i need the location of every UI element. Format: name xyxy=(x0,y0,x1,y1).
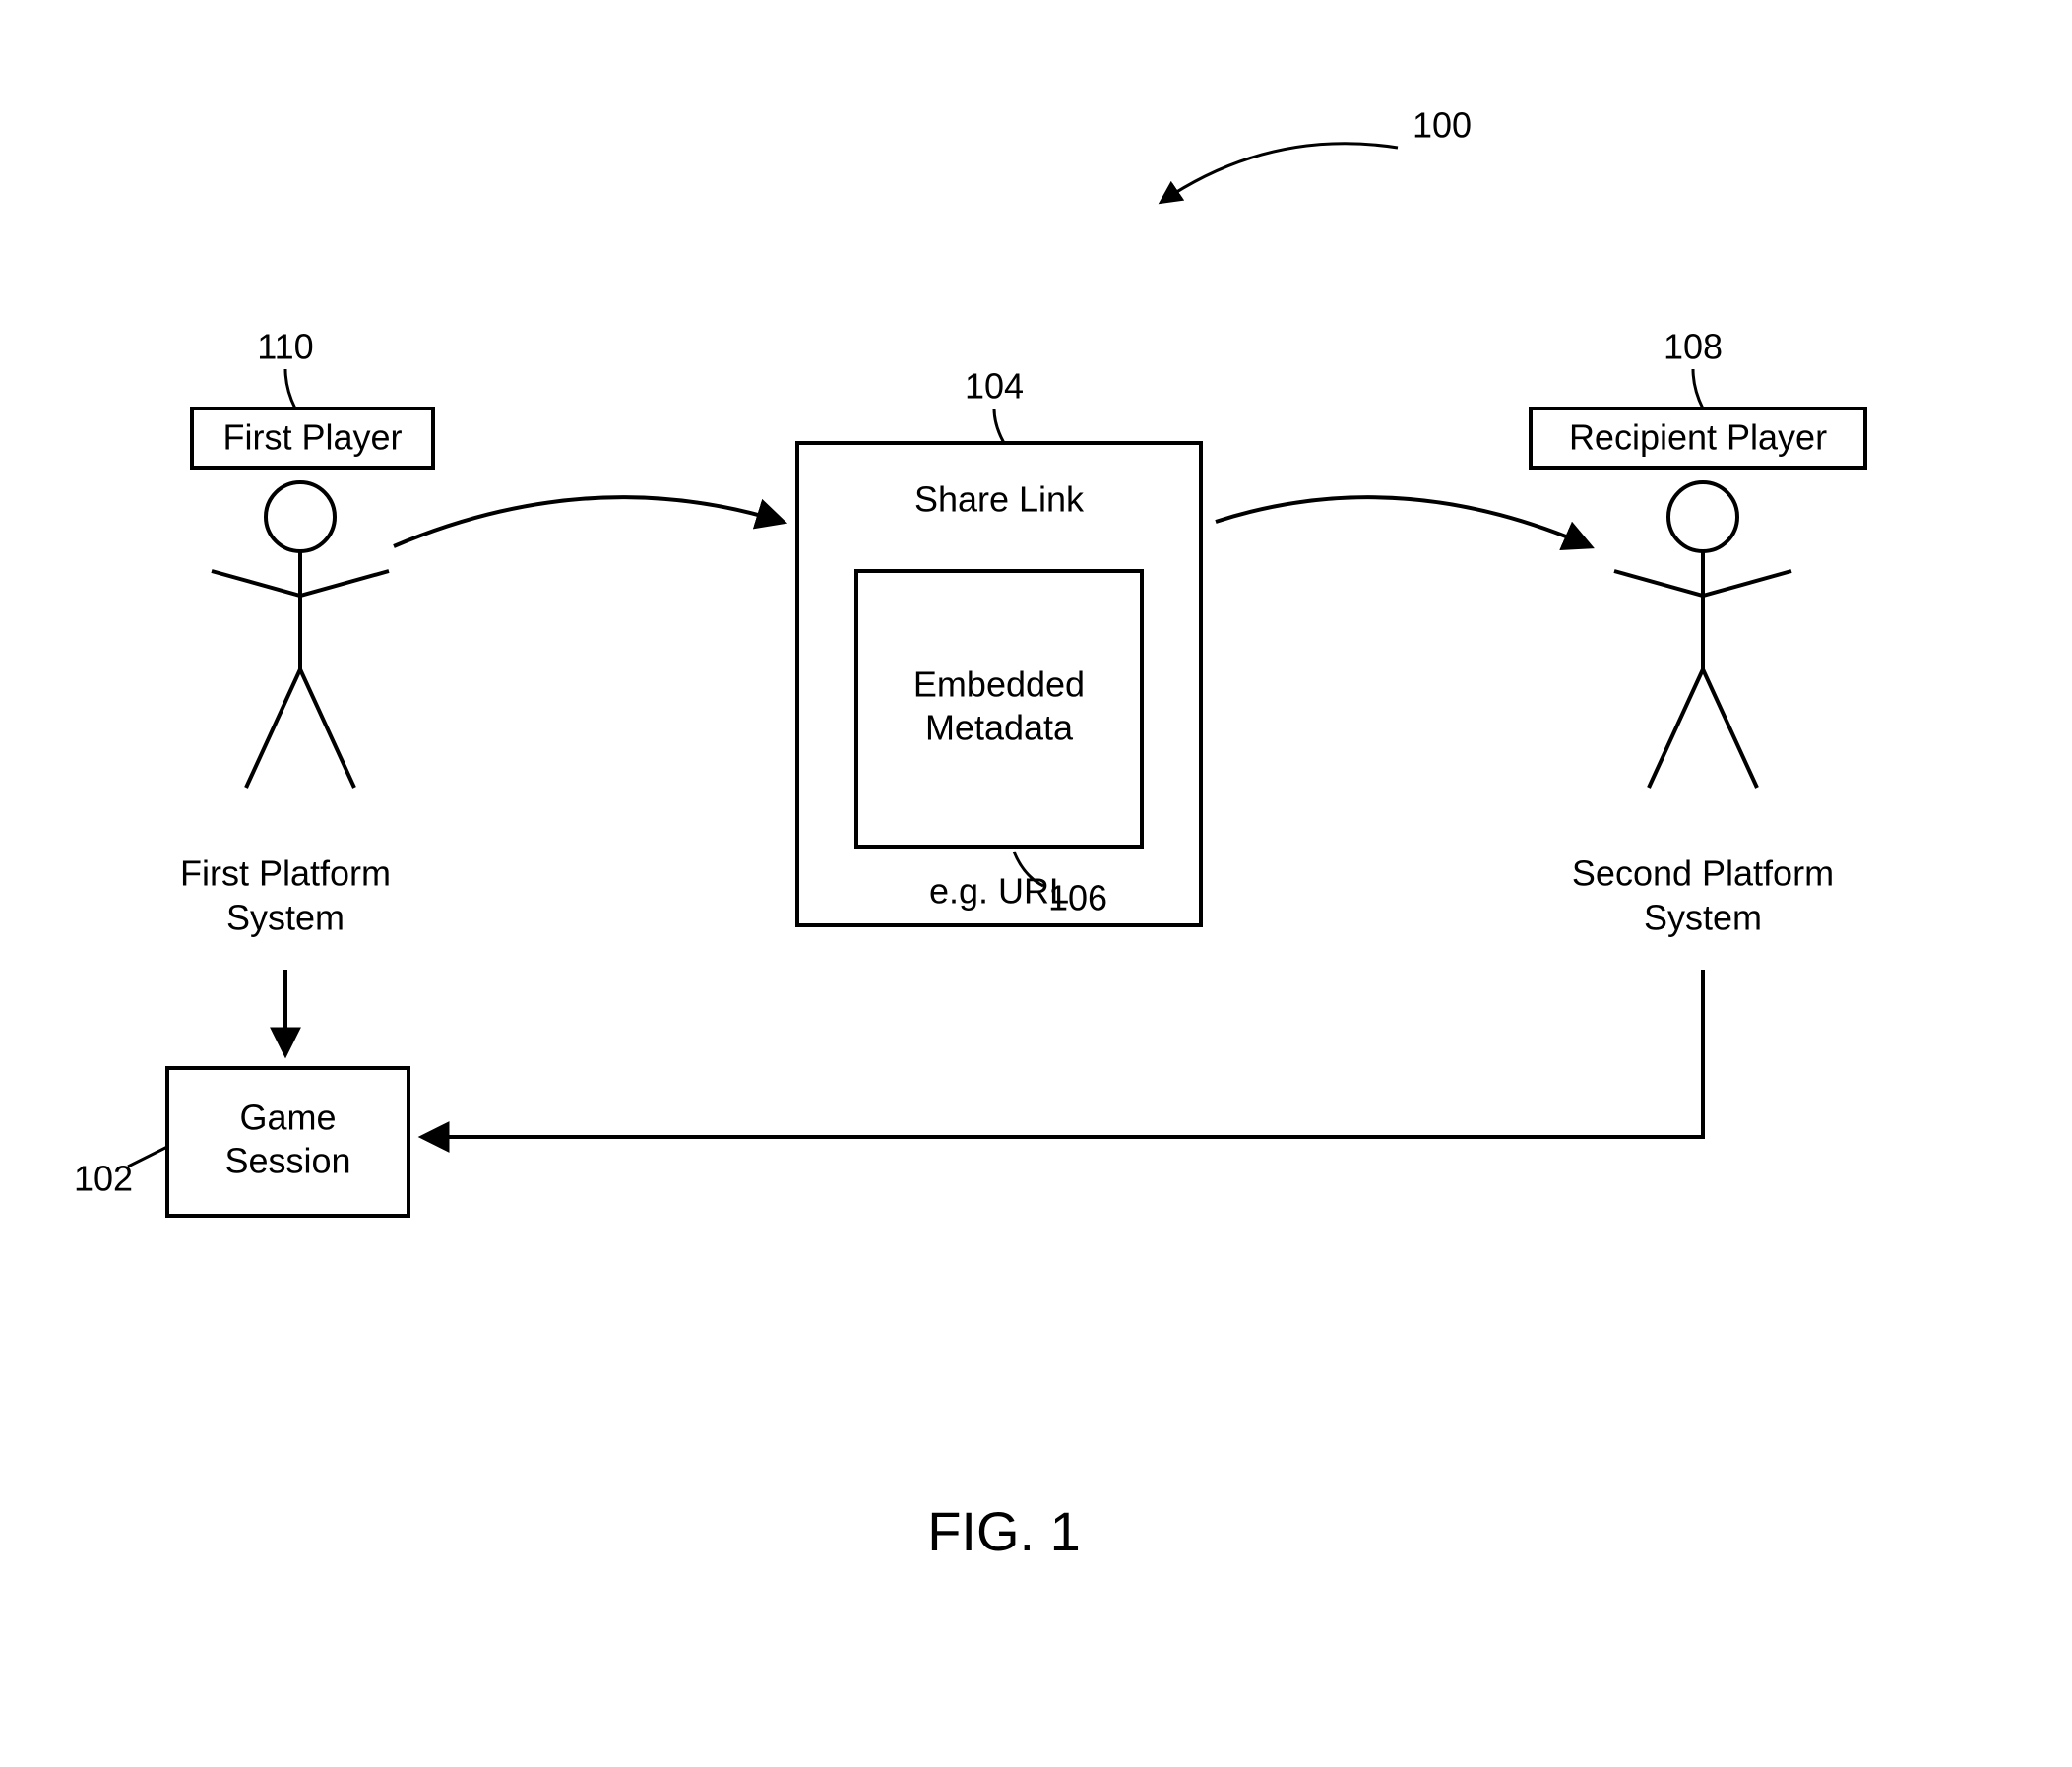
embedded-metadata-label-2: Metadata xyxy=(925,708,1074,748)
first-platform-label-1: First Platform xyxy=(180,853,391,894)
ref-108: 108 xyxy=(1664,327,1723,367)
second-platform-label-1: Second Platform xyxy=(1572,853,1834,894)
leader-100 xyxy=(1162,144,1398,202)
first-platform-label-2: System xyxy=(226,898,345,938)
leader-104 xyxy=(994,409,1004,443)
arrow-second-to-game xyxy=(423,970,1703,1137)
first-player-label: First Player xyxy=(222,417,402,458)
arrow-first-to-share xyxy=(394,497,783,546)
leader-110 xyxy=(285,369,295,409)
ref-110: 110 xyxy=(257,327,313,367)
first-player-icon xyxy=(212,482,389,788)
embedded-metadata-label-1: Embedded xyxy=(913,664,1085,705)
leader-108 xyxy=(1693,369,1703,409)
second-platform-label-2: System xyxy=(1644,898,1762,938)
ref-102: 102 xyxy=(74,1159,133,1199)
ref-106: 106 xyxy=(1048,878,1107,918)
arrow-share-to-second xyxy=(1216,497,1590,546)
game-session-label-2: Session xyxy=(224,1141,350,1181)
recipient-player-icon xyxy=(1614,482,1791,788)
figure-caption: FIG. 1 xyxy=(927,1500,1081,1562)
leader-102 xyxy=(128,1147,167,1167)
share-link-label: Share Link xyxy=(914,479,1085,520)
ref-104: 104 xyxy=(965,366,1024,407)
game-session-label-1: Game xyxy=(239,1098,336,1138)
recipient-player-label: Recipient Player xyxy=(1569,417,1827,458)
ref-100: 100 xyxy=(1413,105,1472,146)
